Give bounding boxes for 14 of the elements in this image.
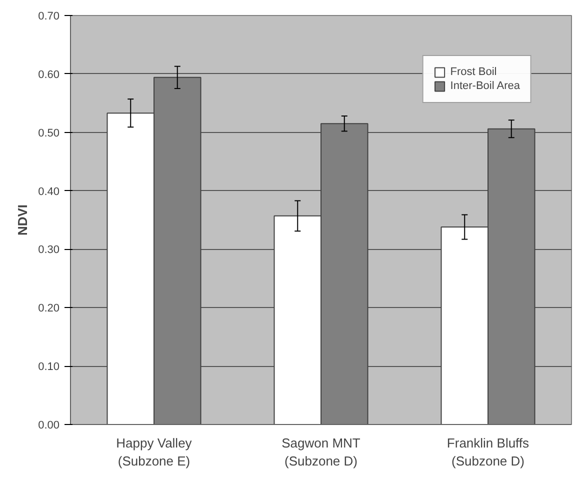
y-tick-label: 0.10 bbox=[38, 361, 60, 374]
y-tick-label: 0.50 bbox=[38, 127, 60, 140]
x-tick-label: Franklin Bluffs (Subzone D) bbox=[446, 436, 530, 468]
y-tick-label: 0.40 bbox=[38, 186, 60, 198]
y-tick-label: 0.60 bbox=[38, 68, 60, 81]
y-tick-label: 0.30 bbox=[38, 244, 60, 256]
x-tick-label: Sagwon MNT (Subzone D) bbox=[282, 436, 360, 468]
legend-label: Frost Boil bbox=[450, 66, 497, 78]
y-tick-label: 0.00 bbox=[38, 420, 60, 432]
y-tick-label: 0.70 bbox=[38, 10, 60, 22]
y-axis-title: NDVI bbox=[15, 204, 30, 236]
y-tick-label: 0.20 bbox=[38, 302, 60, 315]
legend-label: Inter-Boil Area bbox=[450, 80, 520, 92]
x-tick-label: Happy Valley (Subzone E) bbox=[116, 436, 192, 468]
